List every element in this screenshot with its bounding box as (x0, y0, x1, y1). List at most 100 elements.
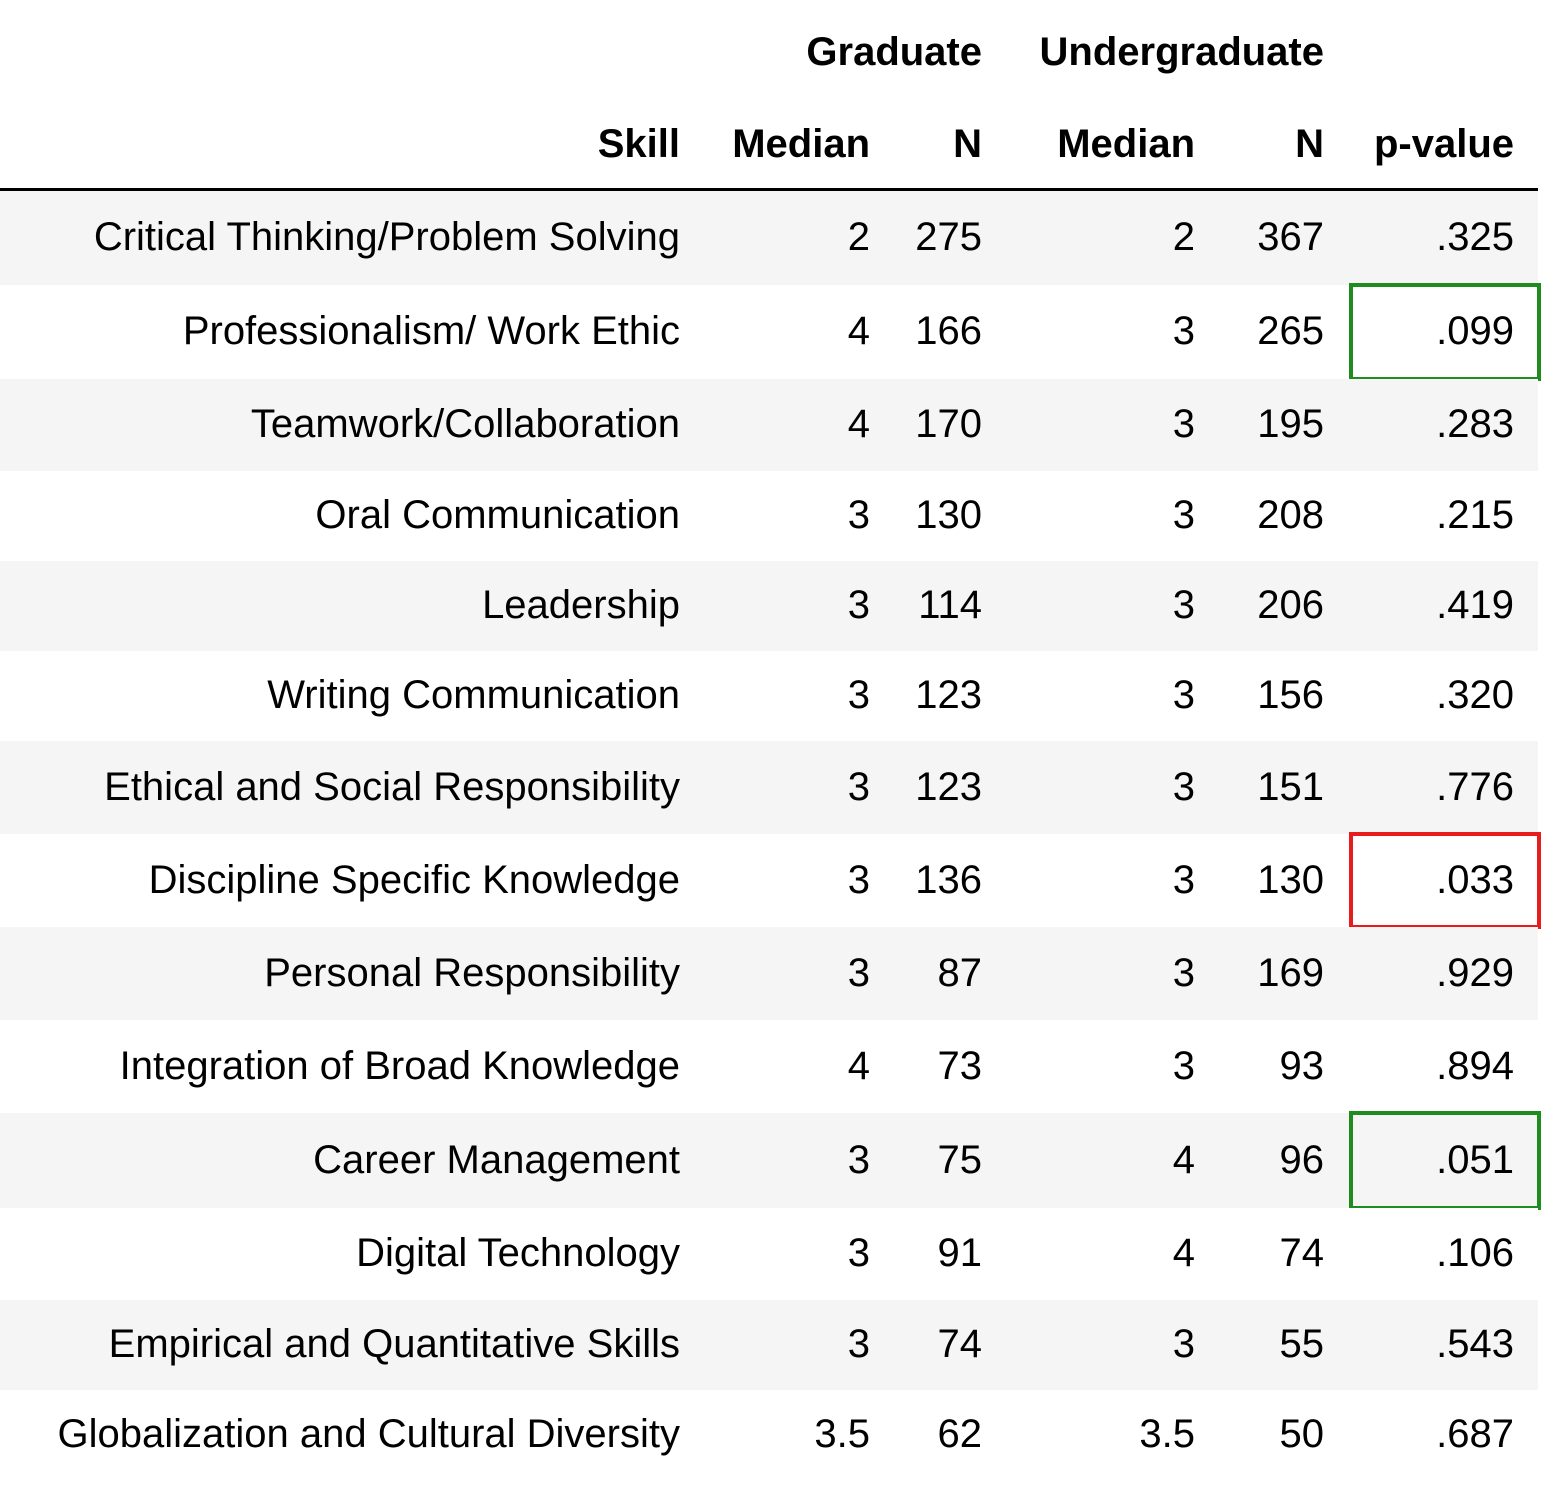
cell-grad-n: 62 (937, 1412, 983, 1456)
cell-grad-median: 3 (847, 858, 870, 902)
cell-skill: Digital Technology (356, 1231, 680, 1275)
cell-grad-n: 275 (915, 215, 982, 259)
cell-undergrad-median: 3 (1172, 493, 1195, 537)
cell-undergrad-median: 3 (1172, 309, 1195, 353)
cell-skill: Globalization and Cultural Diversity (57, 1412, 681, 1456)
cell-undergrad-n: 74 (1279, 1231, 1325, 1275)
cell-undergrad-median: 4 (1172, 1138, 1195, 1182)
cell-grad-median: 3 (847, 673, 870, 717)
cell-grad-median: 3 (847, 1138, 870, 1182)
cell-pvalue: .320 (1436, 673, 1514, 717)
cell-skill: Teamwork/Collaboration (250, 402, 680, 446)
cell-undergrad-n: 169 (1257, 951, 1324, 995)
cell-grad-median: 4 (847, 402, 870, 446)
cell-pvalue: .419 (1436, 583, 1514, 627)
header-group-graduate: Graduate (806, 30, 982, 74)
header-group-undergraduate: Undergraduate (1039, 30, 1325, 74)
table-row: Integration of Broad Knowledge 4 73 3 93 .894 (0, 1020, 1538, 1113)
cell-pvalue: .051 (1436, 1138, 1514, 1182)
cell-undergrad-n: 93 (1279, 1044, 1325, 1088)
table-row: Teamwork/Collaboration 4 170 3 195 .283 (0, 379, 1538, 471)
cell-undergrad-median: 3 (1172, 583, 1195, 627)
cell-skill: Integration of Broad Knowledge (119, 1044, 680, 1088)
cell-skill: Empirical and Quantitative Skills (108, 1322, 680, 1366)
cell-skill: Ethical and Social Responsibility (104, 765, 680, 809)
cell-grad-n: 123 (915, 765, 982, 809)
header-undergrad-n: N (1295, 122, 1324, 166)
cell-grad-median: 3 (847, 1231, 870, 1275)
cell-grad-n: 74 (937, 1322, 983, 1366)
cell-undergrad-median: 3 (1172, 1322, 1195, 1366)
cell-grad-n: 87 (937, 951, 983, 995)
table-row: Ethical and Social Responsibility 3 123 3 15… (0, 741, 1538, 834)
header-divider (0, 188, 1538, 191)
pvalue-highlight-box (1349, 832, 1541, 929)
cell-pvalue: .106 (1436, 1231, 1514, 1275)
table-row: Personal Responsibility 3 87 3 169 .929 (0, 927, 1538, 1020)
cell-grad-n: 166 (915, 309, 982, 353)
cell-undergrad-n: 156 (1257, 673, 1324, 717)
cell-grad-median: 2 (847, 215, 870, 259)
cell-pvalue: .776 (1436, 765, 1514, 809)
cell-grad-median: 3.5 (814, 1412, 870, 1456)
cell-grad-n: 114 (918, 583, 982, 627)
cell-undergrad-median: 3.5 (1139, 1412, 1195, 1456)
cell-grad-n: 73 (937, 1044, 983, 1088)
table-row: Discipline Specific Knowledge 3 136 3 130 .03… (0, 832, 1541, 929)
cell-skill: Career Management (313, 1138, 680, 1182)
cell-undergrad-n: 50 (1279, 1412, 1325, 1456)
pvalue-highlight-box (1349, 283, 1541, 381)
cell-undergrad-median: 3 (1172, 765, 1195, 809)
cell-undergrad-n: 208 (1257, 493, 1324, 537)
table-row: Empirical and Quantitative Skills 3 74 3 55.… (0, 1300, 1538, 1390)
cell-pvalue: .215 (1436, 493, 1514, 537)
cell-grad-median: 3 (847, 951, 870, 995)
cell-pvalue: .929 (1436, 951, 1514, 995)
cell-skill: Oral Communication (315, 493, 680, 537)
cell-undergrad-n: 130 (1257, 858, 1324, 902)
table-row: Professionalism/ Work Ethic 4 166 3 265 .099 (0, 283, 1541, 381)
cell-grad-n: 75 (937, 1138, 983, 1182)
header-column-row: Skill Median N Median N p-value (0, 122, 1538, 172)
cell-skill: Leadership (482, 583, 680, 627)
table-row: Career Management 3 75 4 96 .051 (0, 1111, 1541, 1210)
table-row: Writing Communication 3 123 3 156 .320 (0, 651, 1538, 741)
cell-grad-n: 130 (915, 493, 982, 537)
cell-undergrad-median: 2 (1172, 215, 1195, 259)
header-undergrad-median: Median (1057, 122, 1195, 166)
cell-undergrad-median: 4 (1172, 1231, 1195, 1275)
cell-undergrad-n: 265 (1257, 309, 1324, 353)
header-grad-n: N (953, 122, 982, 166)
cell-undergrad-n: 55 (1279, 1322, 1325, 1366)
cell-undergrad-n: 206 (1257, 583, 1324, 627)
cell-skill: Professionalism/ Work Ethic (182, 309, 680, 353)
cell-grad-median: 3 (847, 765, 870, 809)
cell-grad-n: 170 (915, 402, 982, 446)
cell-undergrad-median: 3 (1172, 1044, 1195, 1088)
header-pvalue: p-value (1373, 122, 1514, 166)
cell-pvalue: .033 (1436, 858, 1514, 902)
cell-undergrad-n: 367 (1257, 215, 1324, 259)
cell-undergrad-n: 195 (1257, 402, 1324, 446)
cell-pvalue: .099 (1436, 309, 1514, 353)
cell-undergrad-n: 151 (1257, 765, 1324, 809)
cell-undergrad-median: 3 (1172, 951, 1195, 995)
header-group-row: Graduate Undergraduate (0, 30, 1538, 80)
cell-pvalue: .543 (1436, 1322, 1514, 1366)
cell-grad-n: 123 (915, 673, 982, 717)
table-row: Critical Thinking/Problem Solving 2 275 2 36… (0, 191, 1538, 285)
header-grad-median: Median (732, 122, 870, 166)
cell-undergrad-median: 3 (1172, 402, 1195, 446)
cell-undergrad-median: 3 (1172, 673, 1195, 717)
cell-grad-median: 4 (847, 1044, 870, 1088)
cell-grad-median: 4 (847, 309, 870, 353)
cell-skill: Discipline Specific Knowledge (148, 858, 680, 902)
table-body: Critical Thinking/Problem Solving 2 275 2 36… (0, 191, 1541, 1480)
cell-grad-median: 3 (847, 1322, 870, 1366)
cell-pvalue: .687 (1436, 1412, 1514, 1456)
cell-skill: Writing Communication (267, 673, 680, 717)
table-row: Globalization and Cultural Diversity 3.5 6… (0, 1390, 1538, 1480)
table-row: Oral Communication 3 130 3 208 .215 (0, 471, 1538, 561)
header-skill: Skill (597, 122, 680, 166)
cell-skill: Personal Responsibility (264, 951, 680, 995)
